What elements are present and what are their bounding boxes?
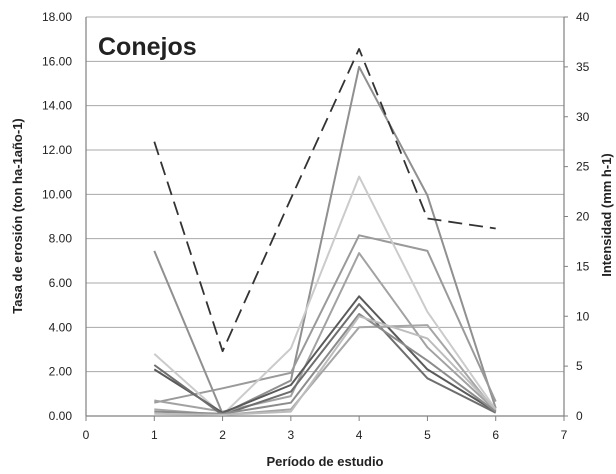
x-tick-label: 0 <box>83 428 90 442</box>
y-axis-title: Tasa de erosión (ton ha-1año-1) <box>10 118 25 314</box>
y-tick-label: 10.00 <box>42 187 72 201</box>
y2-tick-label: 25 <box>576 160 590 174</box>
y-tick-label: 12.00 <box>42 143 72 157</box>
y2-tick-label: 0 <box>576 409 583 423</box>
x-tick-label: 2 <box>219 428 226 442</box>
x-tick-label: 1 <box>151 428 158 442</box>
y-tick-label: 4.00 <box>49 320 73 334</box>
erosion-series-line-5 <box>153 295 497 414</box>
x-tick-label: 3 <box>288 428 295 442</box>
x-tick-label: 6 <box>492 428 499 442</box>
erosion-series-line-1 <box>153 65 497 415</box>
y-tick-label: 14.00 <box>42 99 72 113</box>
erosion-series-line-6 <box>153 303 497 416</box>
x-tick-label: 4 <box>356 428 363 442</box>
y2-tick-label: 40 <box>576 10 590 24</box>
tick-labels: 0.00 2.00 4.00 6.00 8.00 10.00 12.00 14.00 16.00… <box>42 10 590 442</box>
x-tick-label: 7 <box>561 428 568 442</box>
y-tick-label: 6.00 <box>49 276 73 290</box>
erosion-series-line-4 <box>154 252 497 413</box>
y-tick-label: 18.00 <box>42 10 72 24</box>
chart-title: Conejos <box>98 33 197 61</box>
y2-tick-label: 35 <box>576 60 590 74</box>
erosion-series-line-8 <box>154 313 497 415</box>
axes <box>85 16 568 421</box>
y-tick-label: 16.00 <box>42 54 72 68</box>
x-tick-label: 5 <box>424 428 431 442</box>
y-tick-label: 0.00 <box>49 409 73 423</box>
y-tick-label: 8.00 <box>49 232 73 246</box>
y2-tick-label: 5 <box>576 359 583 373</box>
erosion-series-line-9 <box>154 315 497 416</box>
y-tick-label: 2.00 <box>49 365 73 379</box>
y2-tick-label: 30 <box>576 110 590 124</box>
gridlines <box>86 16 564 373</box>
y2-axis-title: Intensidad (mm h-1) <box>599 153 614 277</box>
erosion-series-line-2 <box>154 234 497 404</box>
series-lines <box>153 48 497 416</box>
y2-tick-label: 15 <box>576 259 590 273</box>
intensity-series-line <box>153 48 496 353</box>
y2-tick-label: 10 <box>576 309 590 323</box>
y2-tick-label: 20 <box>576 210 590 224</box>
x-axis-title: Período de estudio <box>266 454 383 469</box>
